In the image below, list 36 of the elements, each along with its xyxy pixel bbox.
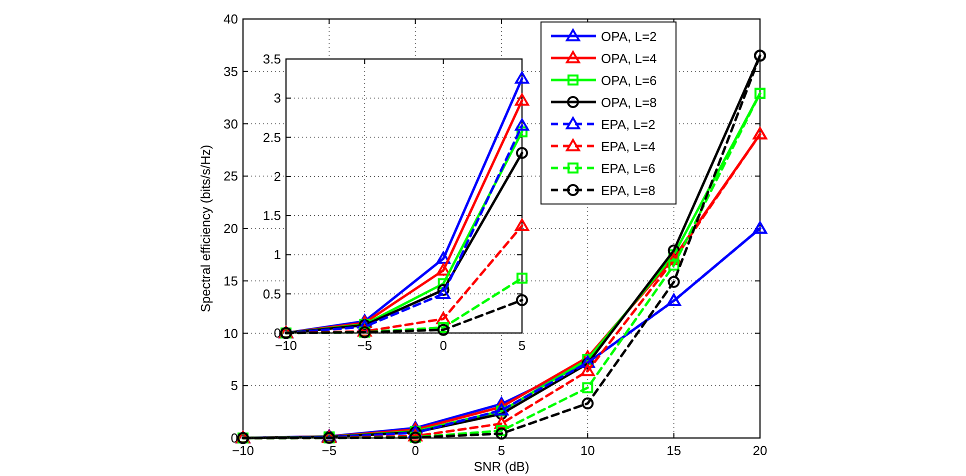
- x-tick-label: 5: [498, 443, 506, 458]
- x-tick-label: −10: [232, 443, 254, 458]
- y-tick-label: 2: [274, 168, 281, 184]
- y-tick-label: 35: [224, 64, 238, 79]
- y-tick-label: 10: [224, 326, 238, 341]
- x-tick-label: −10: [274, 338, 298, 353]
- y-tick-label: 5: [230, 378, 238, 394]
- y-tick-label: 20: [224, 221, 238, 236]
- x-tick-label: −5: [322, 443, 337, 458]
- y-tick-label: 0.5: [262, 286, 281, 302]
- x-tick-label: 10: [580, 443, 595, 458]
- legend-label: EPA, L=6: [601, 161, 656, 176]
- x-tick-label: 0: [440, 338, 447, 353]
- y-tick-label: 1: [274, 247, 281, 262]
- y-tick-label: 3: [274, 90, 281, 106]
- x-tick-label: 15: [666, 443, 682, 458]
- x-axis-title: SNR (dB): [474, 459, 530, 474]
- legend-label: EPA, L=2: [601, 117, 656, 132]
- y-tick-label: 25: [224, 168, 238, 184]
- legend-label: EPA, L=8: [601, 183, 656, 198]
- y-tick-label: 30: [224, 116, 238, 132]
- y-axis-title: Spectral efficiency (bits/s/Hz): [198, 144, 213, 312]
- y-tick-label: 2.5: [262, 130, 281, 145]
- x-tick-label: −5: [357, 338, 372, 353]
- legend-label: OPA, L=8: [601, 95, 657, 110]
- legend-label: OPA, L=4: [601, 51, 657, 66]
- y-tick-label: 15: [224, 273, 238, 288]
- legend-label: OPA, L=2: [601, 29, 657, 44]
- legend-label: EPA, L=4: [601, 139, 656, 154]
- x-tick-label: 0: [412, 443, 419, 458]
- x-tick-label: 20: [752, 443, 768, 458]
- legend-label: OPA, L=6: [601, 73, 657, 88]
- y-tick-label: 40: [224, 12, 238, 26]
- y-tick-label: 3.5: [262, 52, 281, 66]
- y-tick-label: 1.5: [262, 208, 281, 224]
- x-tick-label: 5: [518, 338, 526, 353]
